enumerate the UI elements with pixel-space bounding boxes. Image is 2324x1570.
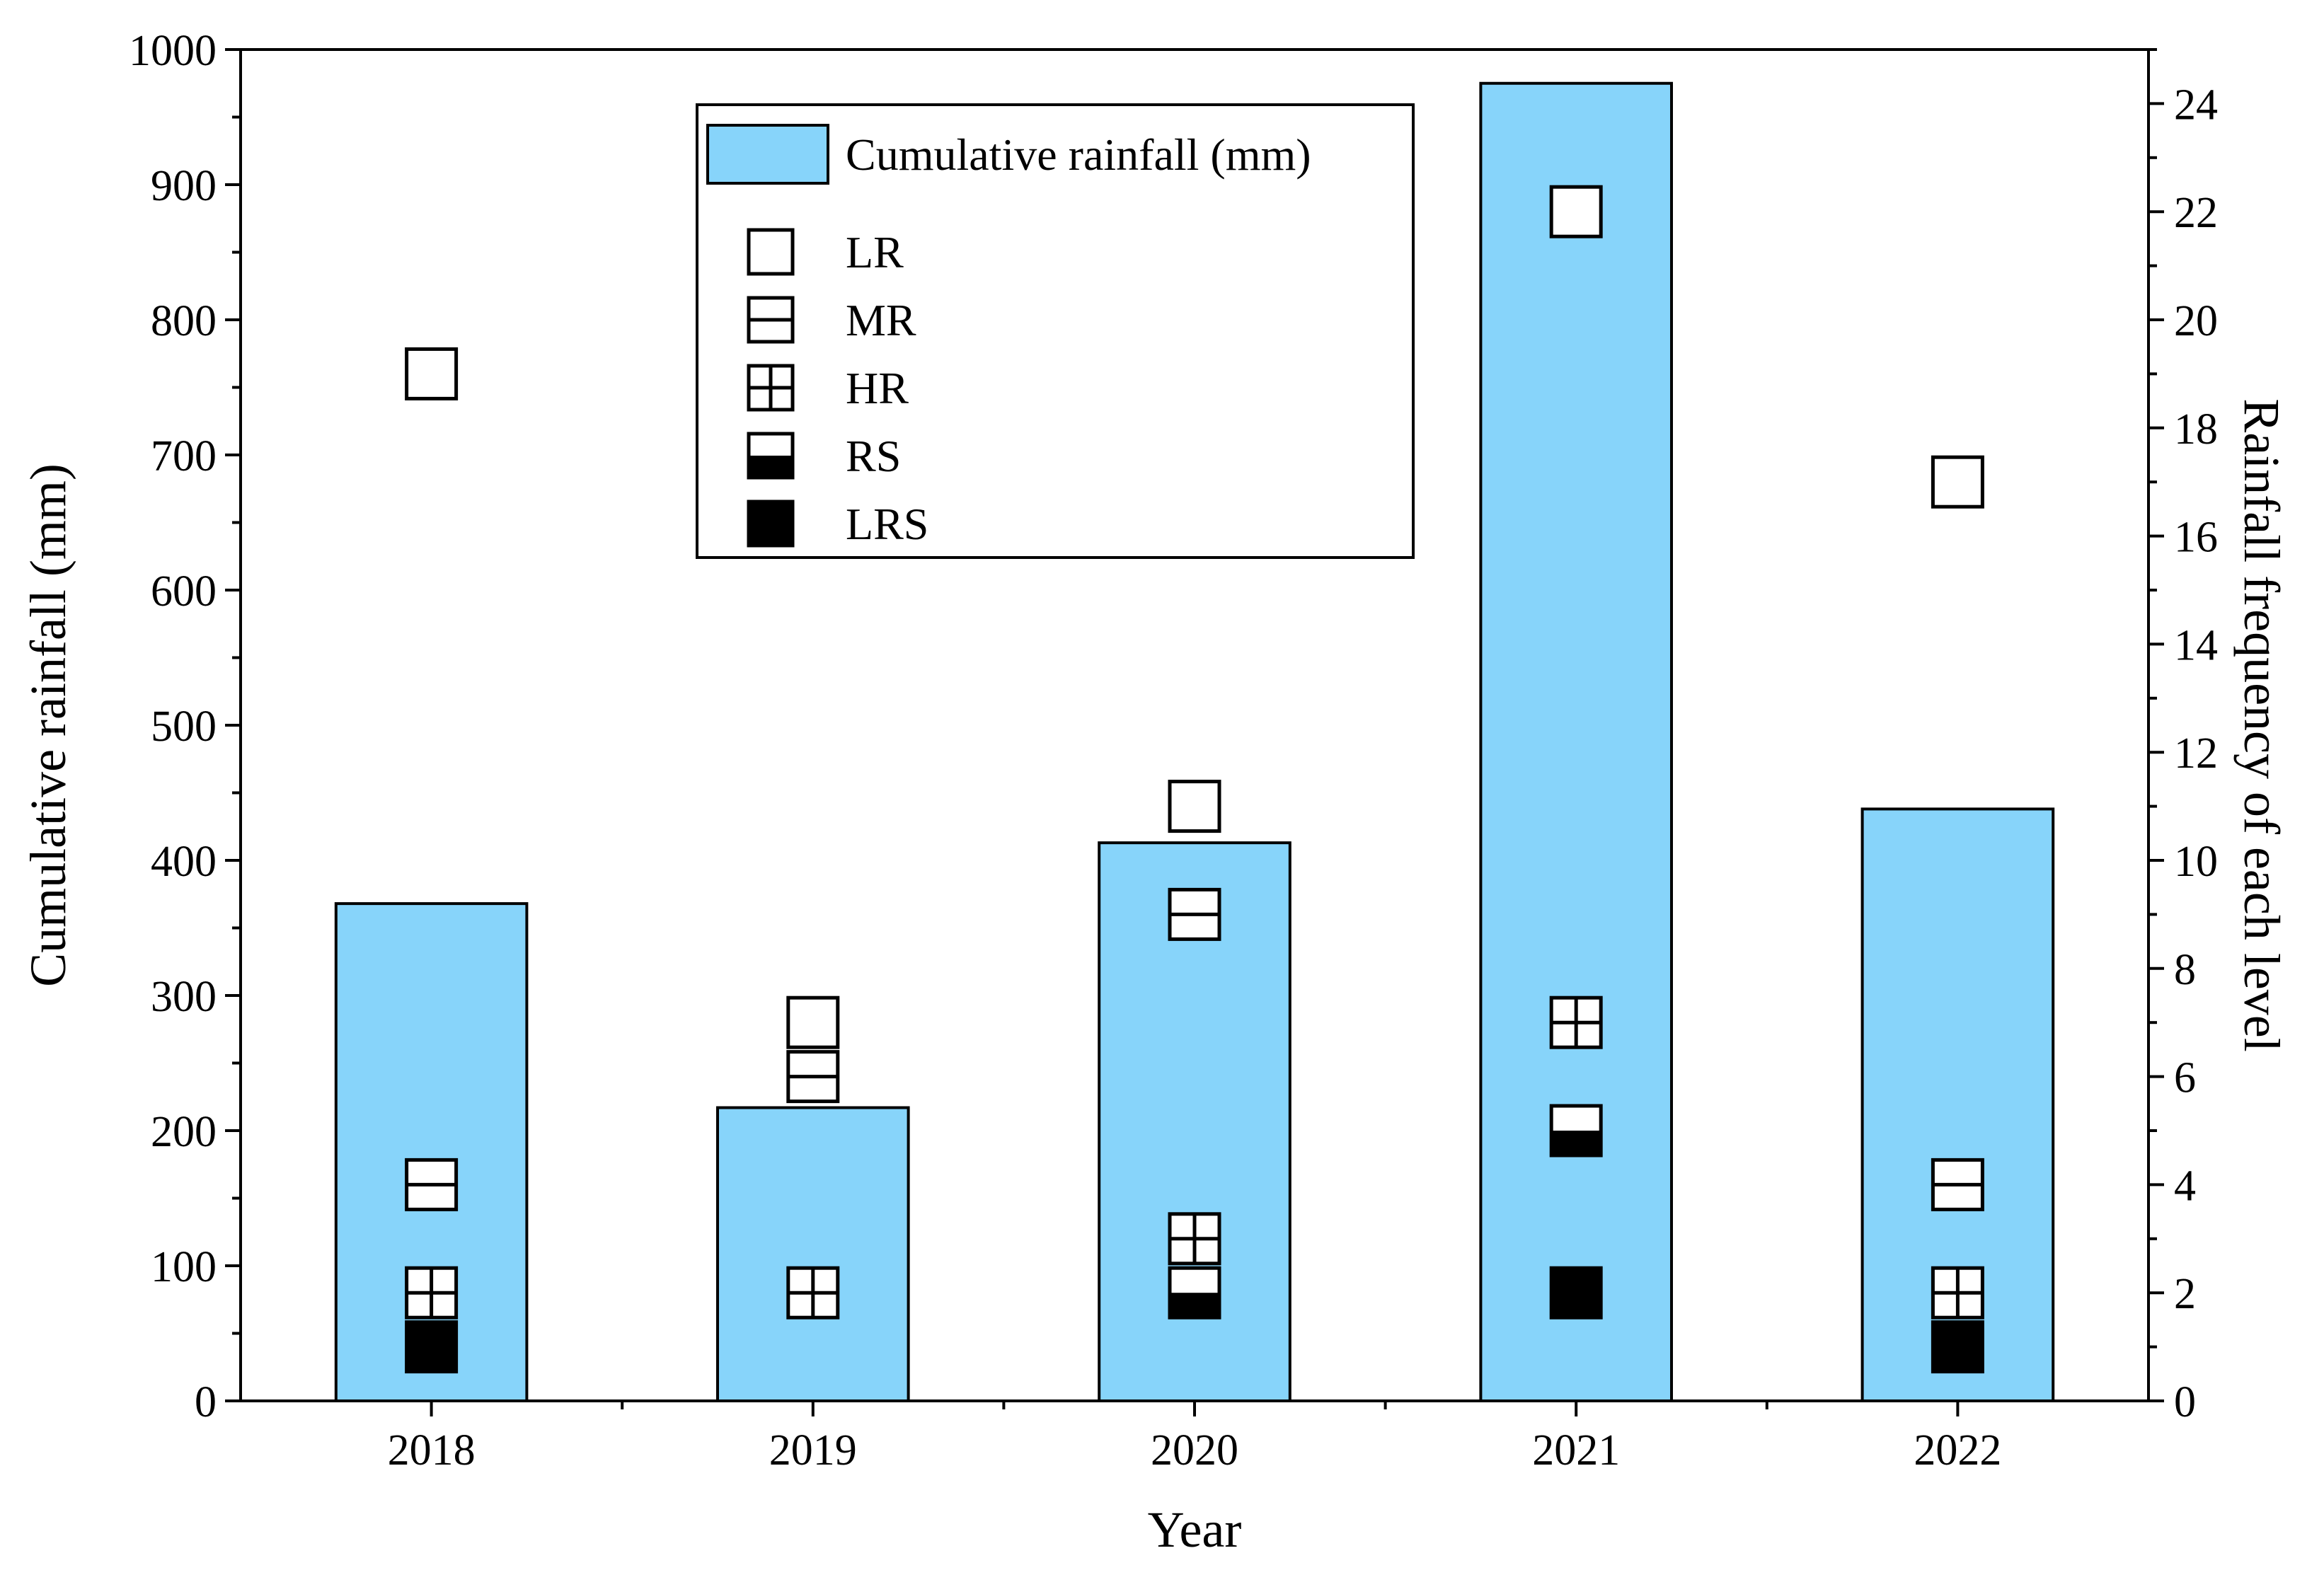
marker-lrs-2022-box xyxy=(1931,1320,1984,1374)
y2-axis-title: Rainfall frequency of each level xyxy=(2233,398,2290,1052)
legend-lr-marker-box xyxy=(747,228,795,276)
legend-label-mr: MR xyxy=(846,295,916,345)
y2-tick-label-2: 4 xyxy=(2174,1162,2196,1210)
y2-tick-label-4: 8 xyxy=(2174,946,2196,994)
marker-lrs-2021 xyxy=(1549,1266,1603,1320)
y-tick-label-8: 800 xyxy=(151,297,217,345)
legend-label-cumulative: Cumulative rainfall (mm) xyxy=(846,129,1311,180)
marker-mr-2018 xyxy=(405,1158,459,1211)
marker-hr-2019 xyxy=(786,1266,840,1320)
y-tick-label-4: 400 xyxy=(151,838,217,886)
y2-tick-label-11: 22 xyxy=(2174,189,2218,237)
y-tick-label-0: 0 xyxy=(195,1378,217,1426)
x-tick-label-2022: 2022 xyxy=(1914,1426,2001,1474)
marker-lr-2018 xyxy=(405,347,459,400)
y2-tick-label-1: 2 xyxy=(2174,1270,2196,1318)
x-tick-label-2021: 2021 xyxy=(1532,1426,1620,1474)
y2-tick-label-7: 14 xyxy=(2174,621,2218,669)
marker-mr-2019 xyxy=(786,1050,840,1104)
y2-tick-label-10: 20 xyxy=(2174,297,2218,345)
marker-hr-2022 xyxy=(1931,1266,1984,1320)
marker-mr-2020 xyxy=(1168,887,1221,941)
marker-lr-2021 xyxy=(1549,185,1603,238)
x-axis-title: Year xyxy=(1148,1501,1242,1558)
y2-tick-label-8: 16 xyxy=(2174,514,2218,562)
markers-group xyxy=(405,185,1984,1374)
legend-rs-marker-fill xyxy=(749,456,793,478)
marker-lr-2019-box xyxy=(786,995,840,1049)
legend-label-lrs: LRS xyxy=(846,499,928,549)
marker-lrs-2022 xyxy=(1931,1320,1984,1374)
marker-lr-2021-box xyxy=(1549,185,1603,238)
legend-marker-rs xyxy=(747,432,795,480)
marker-rs-2020-fill xyxy=(1170,1293,1219,1318)
y2-tick-label-9: 18 xyxy=(2174,405,2218,454)
y-tick-label-3: 300 xyxy=(151,973,217,1021)
legend-marker-hr xyxy=(747,364,795,412)
y2-tick-label-6: 12 xyxy=(2174,729,2218,778)
bars-group xyxy=(334,81,2055,1403)
y-tick-label-2: 200 xyxy=(151,1108,217,1156)
x-tick-label-2018: 2018 xyxy=(388,1426,476,1474)
marker-rs-2021-fill xyxy=(1551,1131,1601,1155)
y-tick-label-5: 500 xyxy=(151,703,217,751)
axes-group: 0100200300400500600700800900100002468101… xyxy=(129,27,2218,1474)
bar-2021 xyxy=(1479,81,1673,1402)
marker-lr-2019 xyxy=(786,995,840,1049)
marker-lr-2018-box xyxy=(405,347,459,400)
marker-lrs-2018 xyxy=(405,1320,459,1374)
x-tick-label-2019: 2019 xyxy=(769,1426,857,1474)
y-tick-label-7: 700 xyxy=(151,432,217,480)
marker-lr-2022 xyxy=(1931,455,1984,509)
y-tick-label-10: 1000 xyxy=(129,27,217,75)
marker-lrs-2018-box xyxy=(405,1320,459,1374)
y2-tick-label-5: 10 xyxy=(2174,838,2218,886)
x-tick-label-2020: 2020 xyxy=(1151,1426,1238,1474)
plot-area-frame xyxy=(239,48,2150,1402)
marker-lrs-2021-box xyxy=(1549,1266,1603,1320)
legend: Cumulative rainfall (mm) LR MR HR RS LRS xyxy=(696,103,1415,559)
legend-lrs-marker-fill xyxy=(749,502,793,546)
marker-hr-2018 xyxy=(405,1266,459,1320)
marker-lr-2020 xyxy=(1168,780,1221,833)
y-tick-label-6: 600 xyxy=(151,567,217,616)
marker-mr-2022 xyxy=(1931,1158,1984,1211)
marker-hr-2020 xyxy=(1168,1212,1221,1266)
marker-hr-2021 xyxy=(1549,995,1603,1049)
marker-lr-2022-box xyxy=(1931,455,1984,509)
marker-lr-2020-box xyxy=(1168,780,1221,833)
marker-rs-2020 xyxy=(1168,1266,1221,1320)
legend-marker-mr xyxy=(747,296,795,344)
legend-label-hr: HR xyxy=(846,363,909,413)
y-axis-title: Cumulative rainfall (mm) xyxy=(20,463,76,987)
legend-swatch-bar xyxy=(706,124,829,185)
marker-rs-2021 xyxy=(1549,1104,1603,1158)
legend-label-rs: RS xyxy=(846,431,901,481)
y-tick-label-1: 100 xyxy=(151,1243,217,1291)
bar-2019 xyxy=(716,1106,910,1403)
legend-marker-lrs xyxy=(747,500,795,548)
y2-tick-label-0: 0 xyxy=(2174,1378,2196,1426)
y2-tick-label-3: 6 xyxy=(2174,1054,2196,1102)
y2-tick-label-12: 24 xyxy=(2174,81,2218,129)
legend-marker-lr xyxy=(747,228,795,276)
y-tick-label-9: 900 xyxy=(151,162,217,210)
legend-label-lr: LR xyxy=(846,227,904,277)
